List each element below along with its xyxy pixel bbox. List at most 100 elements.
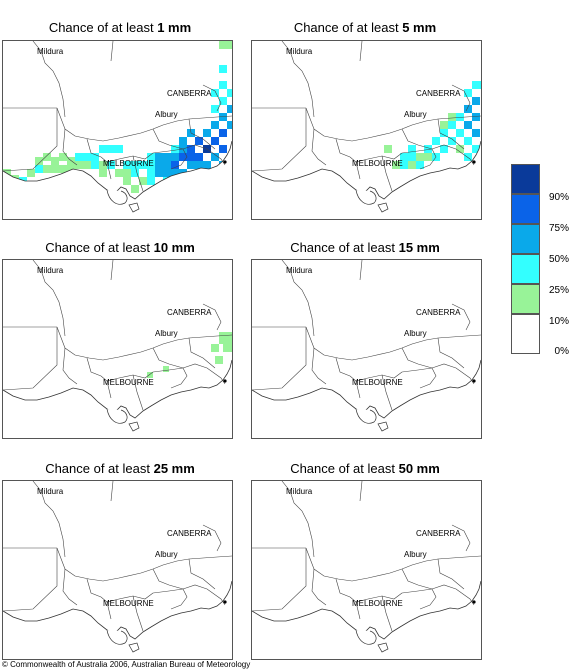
- map-50mm: Mildura CANBERRA Albury MELBOURNE: [251, 480, 482, 660]
- map-15mm-location-marker: [472, 379, 476, 383]
- map-25mm-location-marker: [223, 600, 227, 604]
- map-25mm-label-melbourne: MELBOURNE: [103, 599, 154, 608]
- map-5mm-boundary-line: [381, 155, 393, 192]
- map-1mm-port-phillip-bay: [106, 189, 128, 205]
- map-10mm-label-albury: Albury: [155, 329, 178, 338]
- map-1mm-boundary-line: [152, 148, 184, 154]
- map-1mm-probability-cell: [75, 161, 83, 169]
- map-10mm-probability-cell: [219, 332, 232, 344]
- map-10mm-boundary-line: [3, 327, 58, 391]
- map-1mm-probability-cell: [211, 89, 219, 97]
- map-1mm: Mildura CANBERRA Albury MELBOURNE: [2, 40, 233, 220]
- map-15mm-boundary-line: [381, 374, 393, 411]
- map-1mm-probability-cell: [107, 145, 115, 153]
- map-5mm: Mildura CANBERRA Albury MELBOURNE: [251, 40, 482, 220]
- map-1mm-probability-cell: [179, 153, 187, 161]
- map-5mm-probability-cell: [464, 137, 472, 145]
- map-5mm-probability-cell: [448, 137, 456, 145]
- map-10mm-wilsons-promontory: [128, 421, 140, 432]
- map-1mm-probability-cell: [123, 177, 131, 185]
- map-15mm-label-mildura: Mildura: [286, 266, 313, 275]
- map-1mm-probability-cell: [203, 161, 211, 169]
- map-1mm-probability-cell: [163, 153, 171, 161]
- map-10mm-probability-cell: [163, 366, 169, 372]
- map-1mm-probability-cell: [227, 121, 232, 129]
- map-50mm-boundary-line: [355, 601, 361, 620]
- map-5mm-probability-cell: [456, 129, 464, 137]
- map-50mm-boundary-line: [359, 481, 363, 502]
- map-1mm-probability-cell: [99, 145, 107, 153]
- map-1mm-location-marker: [223, 160, 227, 164]
- map-15mm-boundary-line: [431, 363, 475, 385]
- panel-title-5mm: Chance of at least 5 mm: [293, 20, 437, 35]
- map-5mm-probability-cell: [448, 121, 456, 129]
- map-25mm: Mildura CANBERRA Albury MELBOURNE: [2, 480, 233, 660]
- map-1mm-probability-cell: [187, 161, 195, 169]
- map-1mm-probability-cell: [195, 161, 203, 169]
- map-1mm-probability-cell: [123, 161, 131, 169]
- map-1mm-boundary-line: [56, 107, 232, 142]
- legend-swatch-75: [511, 194, 540, 224]
- map-25mm-boundary-line: [152, 588, 184, 594]
- map-10mm-probability-cell: [223, 344, 232, 352]
- map-5mm-boundary-line: [431, 144, 475, 166]
- legend-label-50: 50%: [548, 254, 569, 265]
- map-5mm-boundary-line: [451, 84, 471, 112]
- map-1mm-probability-cell: [219, 129, 227, 137]
- map-1mm-probability-cell: [155, 153, 163, 161]
- map-50mm-label-canberra: CANBERRA: [416, 529, 461, 538]
- map-1mm-probability-cell: [43, 153, 51, 161]
- map-5mm-probability-cell: [472, 81, 481, 89]
- map-10mm-boundary-line: [106, 380, 112, 399]
- map-5mm-coastline: [252, 140, 481, 200]
- map-5mm-probability-cell: [400, 161, 408, 169]
- map-10mm-probability-cell: [147, 372, 153, 378]
- legend-swatch-50: [511, 224, 540, 254]
- map-5mm-probability-cell: [384, 145, 392, 153]
- map-10mm-coastline: [3, 359, 232, 419]
- map-1mm-probability-cell: [27, 169, 35, 177]
- map-50mm-label-albury: Albury: [404, 550, 427, 559]
- panel-title-50mm: Chance of at least 50 mm: [290, 461, 440, 476]
- map-5mm-location-marker: [472, 160, 476, 164]
- map-10mm-boundary-line: [110, 260, 114, 281]
- map-1mm-probability-cell: [219, 65, 227, 73]
- map-15mm-boundary-line: [335, 357, 357, 382]
- map-1mm-probability-cell: [35, 165, 43, 173]
- map-1mm-probability-cell: [227, 105, 232, 113]
- map-15mm-sea: [252, 360, 481, 438]
- map-1mm-boundary-line: [106, 161, 112, 180]
- map-10mm-label-melbourne: MELBOURNE: [103, 378, 154, 387]
- map-5mm-probability-cell: [456, 113, 464, 121]
- map-5mm-probability-cell: [472, 145, 480, 153]
- map-1mm-probability-cell: [83, 153, 91, 161]
- map-15mm-label-melbourne: MELBOURNE: [352, 378, 403, 387]
- map-1mm-probability-cell: [211, 153, 219, 161]
- map-1mm-probability-cell: [51, 165, 59, 173]
- legend-label-0: 0%: [554, 346, 569, 357]
- map-1mm-probability-cell: [163, 161, 171, 169]
- map-15mm-boundary-line: [359, 260, 363, 281]
- map-1mm-probability-cell: [195, 153, 203, 161]
- map-25mm-boundary-line: [106, 601, 112, 620]
- map-1mm-probability-cell: [139, 177, 147, 185]
- copyright-notice: © Commonwealth of Australia 2006, Austra…: [2, 660, 251, 669]
- map-5mm-probability-cell: [456, 145, 464, 153]
- map-25mm-boundary-line: [3, 548, 58, 612]
- map-5mm-probability-cell: [472, 113, 480, 121]
- map-25mm-boundary-line: [188, 558, 216, 590]
- map-5mm-boundary-line: [355, 161, 361, 180]
- map-1mm-probability-cell: [147, 153, 155, 161]
- map-1mm-label-albury: Albury: [155, 110, 178, 119]
- map-1mm-probability-cell: [219, 81, 227, 89]
- map-5mm-probability-cell: [440, 145, 448, 153]
- map-10mm-boundary-line: [32, 260, 66, 337]
- map-10mm-probability-cell: [215, 356, 223, 364]
- map-10mm-svg: Mildura CANBERRA Albury MELBOURNE: [3, 260, 232, 438]
- map-25mm-coastline: [3, 580, 232, 640]
- map-10mm: Mildura CANBERRA Albury MELBOURNE: [2, 259, 233, 439]
- map-1mm-probability-cell: [227, 89, 232, 97]
- map-5mm-label-albury: Albury: [404, 110, 427, 119]
- map-1mm-probability-cell: [35, 157, 43, 165]
- map-5mm-probability-cell: [440, 121, 448, 129]
